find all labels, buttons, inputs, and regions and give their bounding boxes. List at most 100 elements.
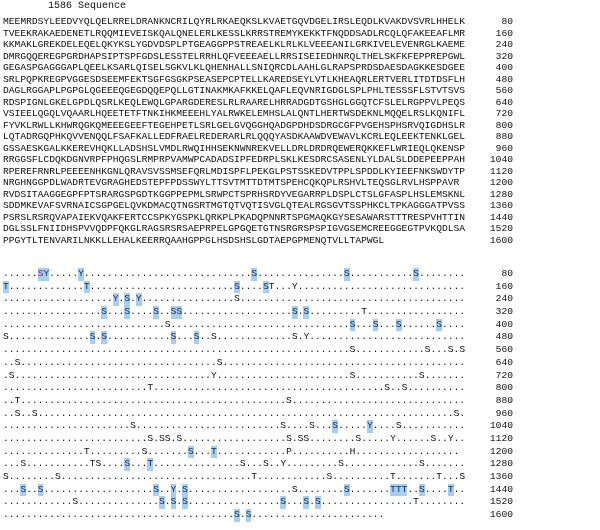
modification-site[interactable]: S	[3, 331, 9, 343]
highlighted-site[interactable]: S	[343, 268, 350, 281]
highlighted-site[interactable]: S	[303, 306, 310, 319]
modification-site[interactable]: S	[72, 496, 79, 508]
modification-site[interactable]: S	[262, 458, 269, 470]
modification-site[interactable]: S	[8, 369, 15, 381]
highlighted-site[interactable]: S	[303, 496, 310, 510]
highlighted-site[interactable]: S	[153, 306, 159, 319]
modification-site[interactable]: S	[418, 458, 425, 470]
modification-site[interactable]: S	[176, 432, 183, 444]
modification-site[interactable]: S	[291, 483, 298, 495]
modification-site[interactable]: S	[338, 458, 344, 470]
modification-site[interactable]: S	[303, 432, 310, 444]
modification-site[interactable]: S	[164, 318, 171, 330]
modification-site[interactable]: S	[401, 382, 408, 394]
modification-site[interactable]: T	[147, 382, 154, 394]
modification-site[interactable]: Y	[291, 280, 298, 292]
highlighted-site[interactable]: Y	[170, 483, 177, 497]
modification-site[interactable]: T	[268, 280, 275, 292]
modification-site[interactable]: S	[20, 458, 27, 470]
highlighted-site[interactable]: S	[245, 509, 252, 522]
modification-site[interactable]: T	[14, 394, 21, 406]
highlighted-site[interactable]: S	[182, 483, 188, 497]
highlighted-site[interactable]: S	[101, 306, 107, 319]
modification-site[interactable]: T	[83, 445, 90, 457]
modification-site[interactable]: S	[286, 394, 292, 406]
highlighted-site[interactable]: T	[3, 280, 9, 294]
highlighted-site[interactable]: S	[176, 306, 183, 319]
highlighted-site[interactable]: S	[436, 318, 443, 332]
modification-site[interactable]: S	[141, 445, 148, 457]
modification-site[interactable]: S	[384, 382, 391, 394]
highlighted-site[interactable]: S	[20, 483, 27, 497]
highlighted-site[interactable]: S	[37, 483, 44, 497]
highlighted-site[interactable]: Y	[78, 268, 84, 281]
highlighted-site[interactable]: T	[147, 458, 154, 472]
modification-site[interactable]: T	[436, 471, 443, 482]
modification-site[interactable]: S	[14, 407, 21, 419]
modification-site[interactable]: S	[430, 432, 437, 444]
modification-site[interactable]: S	[14, 356, 21, 368]
highlighted-site[interactable]: Y	[43, 268, 50, 281]
modification-site[interactable]: S	[395, 420, 402, 432]
modification-site[interactable]: S	[286, 432, 292, 444]
highlighted-site[interactable]: S	[187, 445, 194, 459]
modification-site[interactable]: Y	[303, 331, 310, 343]
highlighted-site[interactable]: S	[101, 331, 107, 345]
modification-site[interactable]: S	[459, 344, 466, 356]
modification-site[interactable]: S	[349, 344, 356, 356]
highlighted-site[interactable]: S	[153, 483, 159, 497]
modification-site[interactable]: S	[291, 331, 298, 343]
modification-site[interactable]: S	[234, 293, 240, 305]
highlighted-site[interactable]: T	[390, 483, 396, 497]
highlighted-site[interactable]: S	[234, 280, 240, 294]
highlighted-site[interactable]: S	[182, 496, 188, 510]
highlighted-site[interactable]: S	[314, 496, 321, 510]
highlighted-site[interactable]: S	[251, 268, 258, 281]
highlighted-site[interactable]: S	[158, 496, 165, 510]
modification-site[interactable]: S	[424, 344, 431, 356]
modification-site[interactable]: Y	[210, 369, 217, 381]
highlighted-site[interactable]: S	[418, 483, 425, 497]
modification-site[interactable]: S	[280, 420, 287, 432]
highlighted-site[interactable]: S	[193, 331, 200, 345]
highlighted-site[interactable]: S	[413, 268, 419, 281]
highlighted-site[interactable]: S	[372, 318, 379, 332]
highlighted-site[interactable]: S	[37, 268, 44, 281]
modification-site[interactable]: S	[31, 407, 38, 419]
highlighted-site[interactable]: S	[332, 420, 339, 433]
highlighted-site[interactable]: T	[210, 445, 217, 459]
modification-site[interactable]: T	[413, 496, 419, 508]
modification-site[interactable]: S	[55, 471, 61, 482]
highlighted-site[interactable]: Y	[112, 293, 119, 307]
modification-site[interactable]: T	[361, 306, 367, 318]
modification-site[interactable]: H	[349, 445, 356, 457]
highlighted-site[interactable]: S	[89, 331, 96, 345]
modification-site[interactable]: S	[459, 471, 466, 482]
modification-site[interactable]: T	[89, 458, 96, 470]
highlighted-site[interactable]: S	[343, 483, 350, 497]
highlighted-site[interactable]: S	[349, 318, 356, 332]
highlighted-site[interactable]: S	[124, 293, 131, 307]
modification-site[interactable]: S	[130, 420, 136, 432]
modification-site[interactable]: S	[418, 369, 425, 381]
highlighted-site[interactable]: T	[447, 483, 454, 497]
highlighted-site[interactable]: S	[124, 306, 131, 319]
modification-site[interactable]: S	[355, 432, 362, 444]
modification-site[interactable]: S	[164, 432, 171, 444]
highlighted-site[interactable]: S	[291, 306, 298, 319]
modification-site[interactable]: S	[297, 432, 304, 444]
modification-site[interactable]: S	[3, 471, 9, 482]
highlighted-site[interactable]: T	[401, 483, 408, 497]
modification-site[interactable]: S	[326, 471, 333, 482]
modification-site[interactable]: S	[211, 331, 217, 343]
modification-site[interactable]: S	[95, 458, 102, 470]
modification-site[interactable]: S	[453, 407, 460, 419]
highlighted-site[interactable]: S	[170, 496, 177, 510]
highlighted-site[interactable]: S	[170, 331, 177, 345]
modification-site[interactable]: S	[447, 344, 454, 356]
modification-site[interactable]: S	[147, 432, 154, 444]
modification-site[interactable]: S	[158, 432, 165, 444]
highlighted-site[interactable]: S	[262, 280, 269, 294]
modification-site[interactable]: P	[286, 445, 292, 457]
modification-site[interactable]: Y	[447, 432, 454, 444]
